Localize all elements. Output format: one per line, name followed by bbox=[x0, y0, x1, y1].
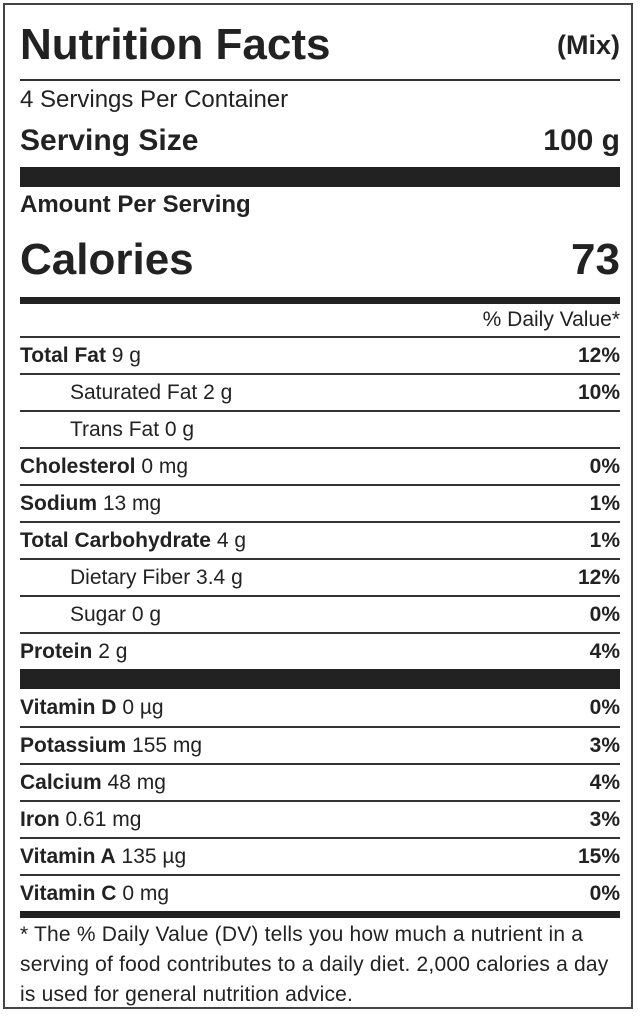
daily-value: 3% bbox=[589, 807, 620, 831]
daily-value: 1% bbox=[589, 528, 620, 552]
daily-value-header: % Daily Value* bbox=[482, 308, 620, 331]
serving-size-label: Serving Size bbox=[20, 124, 199, 157]
nutrient-row: Saturated Fat 2 g 10% bbox=[20, 373, 620, 410]
nutrient: Dietary Fiber 3.4 g bbox=[20, 566, 243, 590]
nutrient: Cholesterol 0 mg bbox=[20, 455, 188, 479]
nutrient-amount: 4 g bbox=[216, 528, 247, 552]
nutrient-row: Vitamin D 0 µg 0% bbox=[20, 689, 620, 726]
thick-rule bbox=[20, 167, 620, 187]
nutrient-amount: 0 g bbox=[131, 602, 162, 626]
servings-row: 4 Servings Per Container bbox=[20, 79, 620, 115]
footnote: * The % Daily Value (DV) tells you how m… bbox=[20, 923, 609, 1006]
nutrient-row: Vitamin A 135 µg 15% bbox=[20, 837, 620, 874]
vitamins: Vitamin D 0 µg 0% Potassium 155 mg 3% Calciu… bbox=[20, 689, 620, 911]
serving-size-row: Serving Size 100 g bbox=[20, 115, 620, 167]
nutrient-amount: 135 µg bbox=[121, 844, 187, 868]
nutrient-name: Sugar bbox=[70, 602, 127, 626]
nutrient-amount: 0 mg bbox=[122, 881, 169, 905]
nutrients: Total Fat 9 g 12% Saturated Fat 2 g 10% Tran… bbox=[20, 336, 620, 669]
nutrient-amount: 0 mg bbox=[141, 454, 189, 478]
nutrient-name: Cholesterol bbox=[20, 454, 136, 478]
nutrient: Vitamin C 0 mg bbox=[20, 882, 169, 906]
nutrient: Sugar 0 g bbox=[20, 603, 161, 627]
medium-rule bbox=[20, 911, 620, 918]
nutrient-amount: 9 g bbox=[111, 343, 141, 367]
nutrient-row: Sugar 0 g 0% bbox=[20, 595, 620, 632]
calories-row: Calories 73 bbox=[20, 223, 620, 297]
nutrient-amount: 155 mg bbox=[132, 733, 203, 757]
nutrient: Vitamin D 0 µg bbox=[20, 696, 164, 720]
label-content: Nutrition Facts (Mix) 4 Servings Per Con… bbox=[20, 5, 620, 1010]
nutrient: Trans Fat 0 g bbox=[20, 418, 194, 442]
nutrient-row: Sodium 13 mg 1% bbox=[20, 484, 620, 521]
nutrient-row: Cholesterol 0 mg 0% bbox=[20, 447, 620, 484]
daily-value: 4% bbox=[589, 639, 620, 663]
nutrient-amount: 0 µg bbox=[122, 695, 164, 719]
nutrient-name: Potassium bbox=[20, 733, 127, 757]
daily-value: 4% bbox=[589, 770, 620, 794]
daily-value: 10% bbox=[577, 380, 620, 404]
nutrient-amount: 48 mg bbox=[107, 770, 166, 794]
nutrient-amount: 13 mg bbox=[102, 491, 162, 515]
nutrient-name: Total Fat bbox=[20, 343, 106, 367]
nutrient: Saturated Fat 2 g bbox=[20, 381, 232, 405]
daily-value: 0% bbox=[589, 881, 620, 905]
nutrient: Iron 0.61 mg bbox=[20, 808, 141, 832]
servings: 4 Servings Per Container bbox=[20, 86, 289, 113]
nutrient-amount: 2 g bbox=[203, 380, 233, 404]
nutrient-row: Calcium 48 mg 4% bbox=[20, 763, 620, 800]
nutrient-amount: 0 g bbox=[164, 417, 195, 441]
nutrient-row: Total Carbohydrate 4 g 1% bbox=[20, 521, 620, 558]
dv-header-row: % Daily Value* bbox=[20, 304, 620, 336]
daily-value: 0% bbox=[589, 695, 620, 719]
nutrient-name: Vitamin A bbox=[20, 844, 116, 868]
daily-value: 15% bbox=[577, 844, 620, 868]
daily-value: 3% bbox=[589, 733, 620, 757]
nutrient: Vitamin A 135 µg bbox=[20, 845, 186, 869]
nutrient-name: Saturated Fat bbox=[70, 380, 198, 404]
nutrient: Calcium 48 mg bbox=[20, 771, 166, 795]
nutrient-row: Potassium 155 mg 3% bbox=[20, 726, 620, 763]
nutrient-name: Vitamin C bbox=[20, 881, 117, 905]
amount-per-serving: Amount Per Serving bbox=[20, 191, 251, 218]
nutrient-amount: 3.4 g bbox=[196, 565, 243, 589]
nutrient-name: Vitamin D bbox=[20, 695, 117, 719]
nutrient-name: Iron bbox=[20, 807, 60, 831]
daily-value: 0% bbox=[589, 602, 620, 626]
nutrient-row: Protein 2 g 4% bbox=[20, 632, 620, 669]
nutrient-row: Iron 0.61 mg 3% bbox=[20, 800, 620, 837]
nutrient-name: Calcium bbox=[20, 770, 102, 794]
nutrient-name: Sodium bbox=[20, 491, 97, 515]
nutrient-amount: 2 g bbox=[98, 639, 128, 663]
serving-size-value: 100 g bbox=[543, 124, 620, 157]
nutrient-name: Protein bbox=[20, 639, 93, 663]
nutrient: Total Carbohydrate 4 g bbox=[20, 529, 246, 553]
nutrient: Potassium 155 mg bbox=[20, 734, 202, 758]
nutrient-row: Trans Fat 0 g bbox=[20, 410, 620, 447]
title-row: Nutrition Facts (Mix) bbox=[20, 5, 620, 79]
daily-value: 12% bbox=[577, 343, 620, 367]
nutrient: Sodium 13 mg bbox=[20, 492, 161, 516]
nutrient: Protein 2 g bbox=[20, 640, 127, 664]
amount-row: Amount Per Serving bbox=[20, 187, 620, 223]
medium-rule bbox=[20, 297, 620, 304]
title: Nutrition Facts bbox=[20, 20, 331, 69]
nutrient-name: Total Carbohydrate bbox=[20, 528, 211, 552]
nutrient: Total Fat 9 g bbox=[20, 344, 141, 368]
nutrient-name: Dietary Fiber bbox=[70, 565, 191, 589]
nutrient-name: Trans Fat bbox=[70, 417, 160, 441]
nutrient-row: Total Fat 9 g 12% bbox=[20, 336, 620, 373]
calories-value: 73 bbox=[571, 235, 620, 284]
thick-rule bbox=[20, 669, 620, 689]
daily-value: 0% bbox=[589, 454, 620, 478]
nutrient-amount: 0.61 mg bbox=[65, 807, 142, 831]
nutrient-row: Vitamin C 0 mg 0% bbox=[20, 874, 620, 911]
daily-value: 12% bbox=[577, 565, 620, 589]
nutrition-label: Nutrition Facts (Mix) 4 Servings Per Con… bbox=[3, 3, 633, 1009]
variant: (Mix) bbox=[557, 29, 620, 60]
nutrient-row: Dietary Fiber 3.4 g 12% bbox=[20, 558, 620, 595]
daily-value: 1% bbox=[589, 491, 620, 515]
calories-label: Calories bbox=[20, 235, 194, 284]
